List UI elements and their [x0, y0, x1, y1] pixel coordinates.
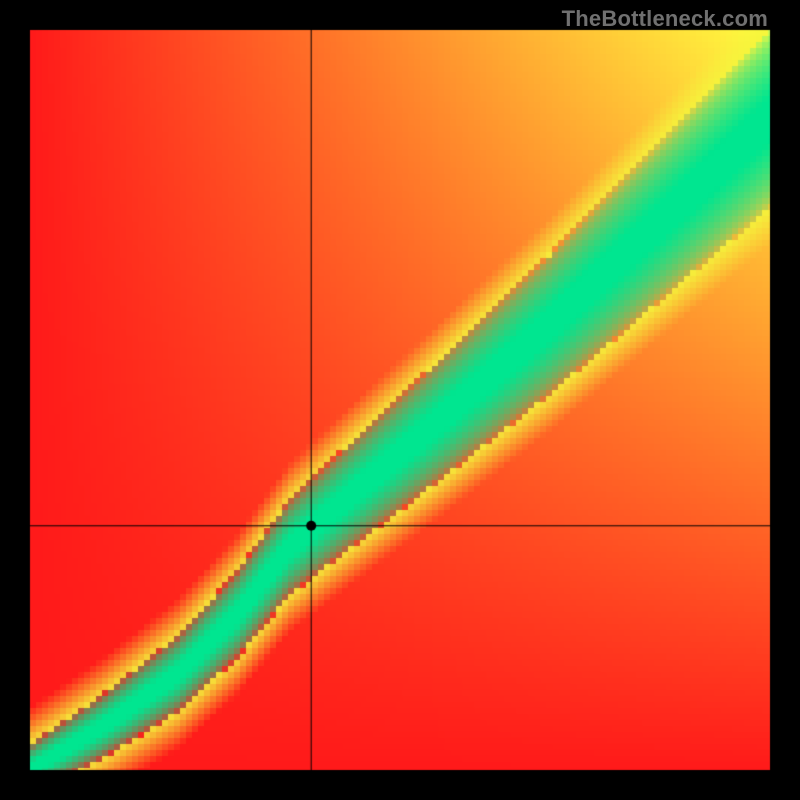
bottleneck-heatmap-canvas [0, 0, 800, 800]
chart-container: TheBottleneck.com [0, 0, 800, 800]
watermark-label: TheBottleneck.com [562, 6, 768, 32]
